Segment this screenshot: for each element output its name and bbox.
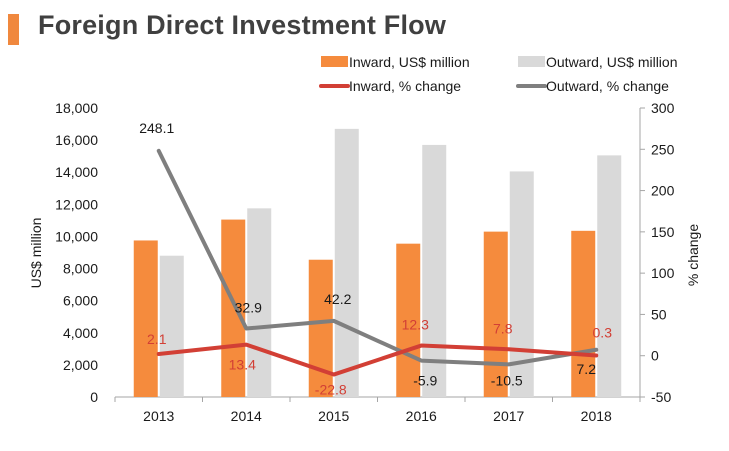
y2-axis-title: % change [685,224,701,286]
x-tick-label: 2015 [318,408,349,424]
bar-inward [396,243,421,397]
x-tick-label: 2014 [231,408,262,424]
legend-swatch-outward-bar [518,56,545,67]
x-tick-label: 2017 [493,408,524,424]
legend-label-inward-bar: Inward, US$ million [349,54,470,70]
y2-tick-label: 200 [651,183,675,199]
y-tick-label: 4,000 [63,325,98,341]
y-tick-label: 10,000 [55,228,98,244]
bar-inward [571,230,596,397]
bar-outward [247,208,272,397]
data-label-inward: 12.3 [402,317,429,333]
legend-label-inward-line: Inward, % change [349,78,461,94]
data-label-outward: 42.2 [324,291,351,307]
x-tick-label: 2013 [143,408,174,424]
y-tick-label: 18,000 [55,100,98,116]
y2-tick-label: 50 [651,306,667,322]
bar-outward [159,255,184,397]
y-tick-label: 14,000 [55,164,98,180]
data-label-outward: -5.9 [413,373,437,389]
data-label-inward: 13.4 [229,357,256,373]
legend-label-outward-bar: Outward, US$ million [546,54,678,70]
y-tick-label: 6,000 [63,293,98,309]
data-label-inward: -22.8 [315,382,347,398]
y2-tick-label: -50 [651,389,671,405]
data-label-inward: 7.8 [493,320,513,336]
line-outward-pct-change [156,148,599,367]
chart-legend: Inward, US$ million Outward, US$ million… [319,54,678,94]
y2-tick-label: 100 [651,265,675,281]
y-tick-label: 0 [90,389,98,405]
y-tick-label: 8,000 [63,261,98,277]
bar-inward [308,259,333,397]
legend-swatch-inward-bar [321,56,348,67]
data-label-outward: 248.1 [139,120,174,136]
x-tick-label: 2018 [581,408,612,424]
bar-outward [334,128,359,397]
data-label-inward: 0.3 [593,324,613,340]
y2-tick-label: 250 [651,141,675,157]
y-tick-label: 2,000 [63,357,98,373]
x-tick-label: 2016 [406,408,437,424]
y2-tick-label: 150 [651,224,675,240]
bar-inward [483,231,508,397]
data-label-outward: -10.5 [491,372,523,388]
bar-outward [422,144,447,397]
data-label-outward: 32.9 [235,300,262,316]
title-accent-bar [8,14,19,45]
y2-tick-label: 0 [651,348,659,364]
data-label-inward: 2.1 [147,331,167,347]
y-tick-label: 16,000 [55,132,98,148]
y2-tick-label: 300 [651,100,675,116]
chart-title: Foreign Direct Investment Flow [38,10,447,40]
bar-inward [133,240,158,397]
y-axis-title: US$ million [28,218,44,289]
line-inward-pct-change [156,342,599,377]
y-tick-label: 12,000 [55,196,98,212]
legend-label-outward-line: Outward, % change [546,78,669,94]
bar-outward [597,155,622,397]
data-label-outward: 7.2 [577,361,597,377]
bar-inward [221,219,246,397]
